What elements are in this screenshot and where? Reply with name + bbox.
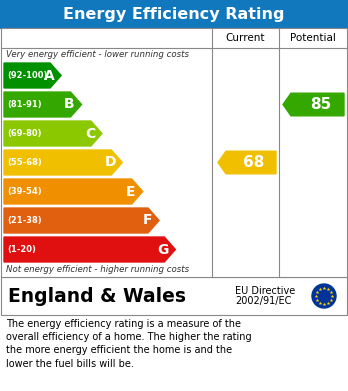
Text: The energy efficiency rating is a measure of the
overall efficiency of a home. T: The energy efficiency rating is a measur…	[6, 319, 252, 369]
Polygon shape	[4, 121, 102, 146]
Bar	[1, 28, 347, 277]
Text: (81-91): (81-91)	[7, 100, 42, 109]
Text: B: B	[64, 97, 75, 111]
Text: F: F	[142, 213, 152, 228]
Bar	[0, 0, 348, 28]
Text: Very energy efficient - lower running costs: Very energy efficient - lower running co…	[6, 50, 189, 59]
Text: D: D	[104, 156, 116, 170]
Text: (92-100): (92-100)	[7, 71, 47, 80]
Text: A: A	[44, 68, 55, 83]
Text: C: C	[85, 127, 95, 140]
Polygon shape	[283, 93, 344, 116]
Text: England & Wales: England & Wales	[8, 287, 186, 305]
Text: 85: 85	[310, 97, 331, 112]
Circle shape	[312, 284, 336, 308]
Text: Potential: Potential	[290, 33, 335, 43]
Text: Not energy efficient - higher running costs: Not energy efficient - higher running co…	[6, 265, 189, 274]
Bar	[1, 277, 347, 315]
Text: G: G	[158, 242, 169, 256]
Text: EU Directive: EU Directive	[235, 286, 295, 296]
Polygon shape	[4, 150, 122, 175]
Polygon shape	[4, 208, 159, 233]
Polygon shape	[4, 237, 175, 262]
Text: (55-68): (55-68)	[7, 158, 42, 167]
Text: 2002/91/EC: 2002/91/EC	[235, 296, 291, 306]
Polygon shape	[218, 151, 276, 174]
Text: 68: 68	[243, 155, 265, 170]
Text: (1-20): (1-20)	[7, 245, 36, 254]
Text: Energy Efficiency Rating: Energy Efficiency Rating	[63, 7, 285, 22]
Text: E: E	[126, 185, 135, 199]
Text: (39-54): (39-54)	[7, 187, 42, 196]
Polygon shape	[4, 92, 81, 117]
Text: (69-80): (69-80)	[7, 129, 41, 138]
Text: Current: Current	[226, 33, 265, 43]
Polygon shape	[4, 63, 61, 88]
Text: (21-38): (21-38)	[7, 216, 42, 225]
Polygon shape	[4, 179, 143, 204]
